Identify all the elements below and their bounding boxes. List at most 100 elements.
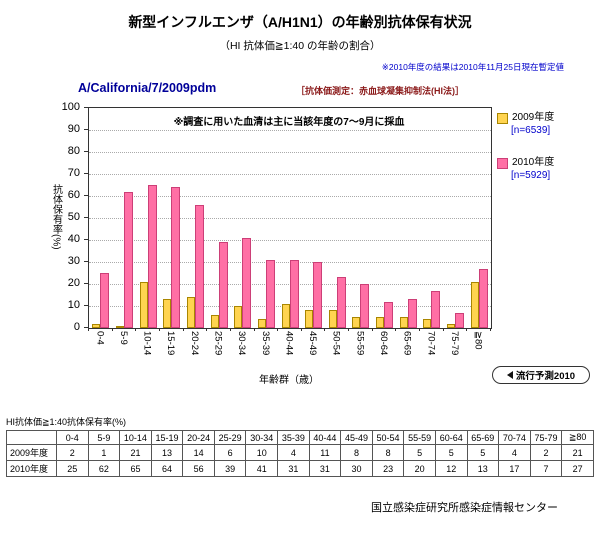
table-cell: 4 bbox=[498, 444, 531, 461]
x-tick-mark bbox=[395, 328, 397, 331]
table-col-header: 50-54 bbox=[371, 430, 405, 445]
x-tick-mark bbox=[300, 328, 302, 331]
y-tick-label: 50 bbox=[67, 211, 80, 223]
y-tick-mark bbox=[84, 239, 88, 240]
x-tick-label: 70-74 bbox=[425, 331, 437, 356]
table-col-header: 40-44 bbox=[308, 430, 342, 445]
x-tick-label: 0-4 bbox=[94, 331, 106, 345]
x-tick-mark bbox=[182, 328, 184, 331]
bar-2009年度-45-49 bbox=[305, 310, 314, 328]
table-col-header: ≧80 bbox=[561, 430, 594, 445]
bar-2010年度-60-64 bbox=[384, 301, 394, 328]
table-col-header: 55-59 bbox=[403, 430, 436, 445]
y-tick-label: 100 bbox=[61, 101, 80, 113]
x-tick-mark bbox=[111, 328, 113, 331]
y-tick-label: 40 bbox=[67, 233, 80, 245]
y-tick-label: 60 bbox=[67, 189, 80, 201]
x-tick-label: 10-14 bbox=[141, 331, 153, 356]
table-cell: 5 bbox=[403, 444, 436, 461]
bar-2009年度-35-39 bbox=[257, 319, 266, 328]
y-tick-mark bbox=[84, 195, 88, 196]
bar-2009年度-65-69 bbox=[399, 317, 408, 328]
x-label-cell: 25-29 bbox=[206, 329, 230, 373]
bar-2009年度-20-24 bbox=[186, 297, 195, 328]
y-tick-label: 70 bbox=[67, 167, 80, 179]
table-cell: 1 bbox=[87, 444, 121, 461]
table-cell: 12 bbox=[434, 460, 468, 477]
legend-n-2010: [n=5929] bbox=[511, 170, 551, 181]
x-tick-label: 60-64 bbox=[378, 331, 389, 356]
bar-2010年度-20-24 bbox=[194, 204, 204, 328]
table-cell: 20 bbox=[403, 460, 436, 477]
bar-2009年度-75-79 bbox=[447, 323, 456, 328]
bar-2010年度-10-14 bbox=[147, 185, 157, 328]
table-cell: 5 bbox=[466, 444, 500, 461]
legend-entry-2009: 2009年度 bbox=[497, 111, 554, 124]
table-cell: 25 bbox=[56, 460, 89, 477]
legend-entry-2010: 2010年度 bbox=[497, 156, 554, 169]
bar-2010年度-55-59 bbox=[360, 284, 370, 328]
y-axis-label: 抗体保有率(%) bbox=[50, 184, 62, 250]
x-tick-mark bbox=[135, 328, 137, 331]
x-labels: 0-4 5-9 10-14 15-19 20-24 25-29 30-34 35-39 40-4… bbox=[88, 329, 490, 373]
table-col-header: 25-29 bbox=[213, 430, 247, 445]
bar-2010年度-15-19 bbox=[171, 187, 181, 328]
x-label-cell: 70-74 bbox=[419, 329, 443, 373]
bar-2010年度-≧80 bbox=[478, 268, 488, 328]
table-cell: 8 bbox=[340, 444, 373, 461]
table-cell: 10 bbox=[245, 444, 279, 461]
bar-2010年度-35-39 bbox=[265, 259, 275, 328]
x-label-cell: 15-19 bbox=[159, 329, 183, 373]
table-cell: 21 bbox=[119, 444, 152, 461]
table-col-header: 30-34 bbox=[245, 430, 279, 445]
x-label-cell: 55-59 bbox=[348, 329, 372, 373]
y-tick-label: 30 bbox=[67, 255, 80, 267]
table-cell: 21 bbox=[561, 444, 594, 461]
table-cell: 4 bbox=[277, 444, 310, 461]
bar-2009年度-55-59 bbox=[352, 317, 361, 328]
strain-label: A/California/7/2009pdm bbox=[78, 81, 217, 95]
bar-2010年度-40-44 bbox=[289, 259, 299, 328]
bar-2010年度-65-69 bbox=[407, 299, 417, 328]
x-tick-label: 65-69 bbox=[401, 331, 413, 356]
bar-2009年度-15-19 bbox=[163, 299, 172, 328]
x-tick-mark bbox=[88, 328, 89, 331]
bar-2010年度-25-29 bbox=[218, 242, 228, 328]
y-tick-label: 20 bbox=[67, 277, 80, 289]
table-cell: 8 bbox=[371, 444, 405, 461]
table-row: 2010年度 25 62 65 64 56 39 41 31 31 30 23 20 12 13 17 7 27 bbox=[6, 460, 594, 477]
legend-label-2009: 2009年度 bbox=[512, 112, 555, 123]
y-tick-mark bbox=[84, 327, 88, 328]
bar-2010年度-0-4 bbox=[100, 273, 110, 328]
legend-swatch-2009 bbox=[497, 113, 508, 124]
grid-line bbox=[89, 240, 491, 241]
bar-2009年度-5-9 bbox=[115, 325, 124, 328]
table-cell: 14 bbox=[182, 444, 215, 461]
y-tick-mark bbox=[84, 283, 88, 284]
y-tick-mark bbox=[84, 129, 88, 130]
forecast-badge: 流行予測2010 bbox=[492, 366, 590, 384]
table-col-header: 15-19 bbox=[150, 430, 184, 445]
bar-2010年度-5-9 bbox=[123, 191, 133, 328]
x-label-cell: 75-79 bbox=[443, 329, 467, 373]
page-subtitle: （HI 抗体価≧1:40 の年齢の割合） bbox=[219, 40, 381, 52]
y-tick-label: 0 bbox=[73, 321, 80, 333]
table-col-header: 20-24 bbox=[182, 430, 215, 445]
x-tick-mark bbox=[277, 328, 279, 331]
x-tick-label: 75-79 bbox=[448, 331, 460, 356]
table-col-header: 5-9 bbox=[87, 430, 121, 445]
x-tick-mark bbox=[466, 328, 468, 331]
x-label-cell: 50-54 bbox=[324, 329, 348, 373]
plot-area bbox=[88, 107, 492, 329]
grid-line bbox=[89, 130, 491, 131]
table-cell: 13 bbox=[150, 444, 184, 461]
bar-2009年度-70-74 bbox=[423, 319, 432, 328]
y-tick-mark bbox=[84, 173, 88, 174]
table-row-label: 2010年度 bbox=[6, 460, 57, 477]
assay-method-label: ［抗体価測定：赤血球凝集抑制法(HI法)］ bbox=[296, 86, 464, 96]
x-tick-label: 20-24 bbox=[188, 331, 200, 356]
table-corner-cell bbox=[6, 430, 57, 445]
table-cell: 30 bbox=[340, 460, 373, 477]
table-cell: 2 bbox=[56, 444, 89, 461]
legend-swatch-2010 bbox=[497, 158, 508, 169]
